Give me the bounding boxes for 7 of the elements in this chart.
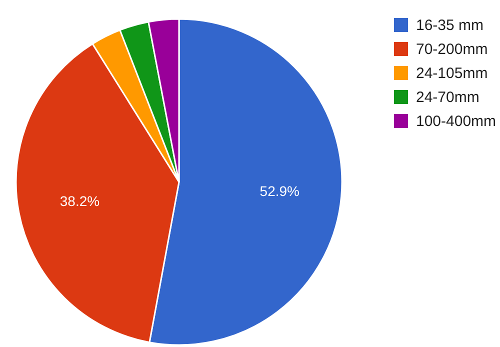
legend-label: 24-70mm xyxy=(416,89,480,106)
data-label: 38.2% xyxy=(60,192,100,209)
legend-label: 16-35 mm xyxy=(416,17,484,34)
legend-label: 24-105mm xyxy=(416,65,488,82)
legend-label: 100-400mm xyxy=(416,113,496,130)
data-label: 52.9% xyxy=(260,183,300,200)
legend-label: 70-200mm xyxy=(416,41,488,58)
